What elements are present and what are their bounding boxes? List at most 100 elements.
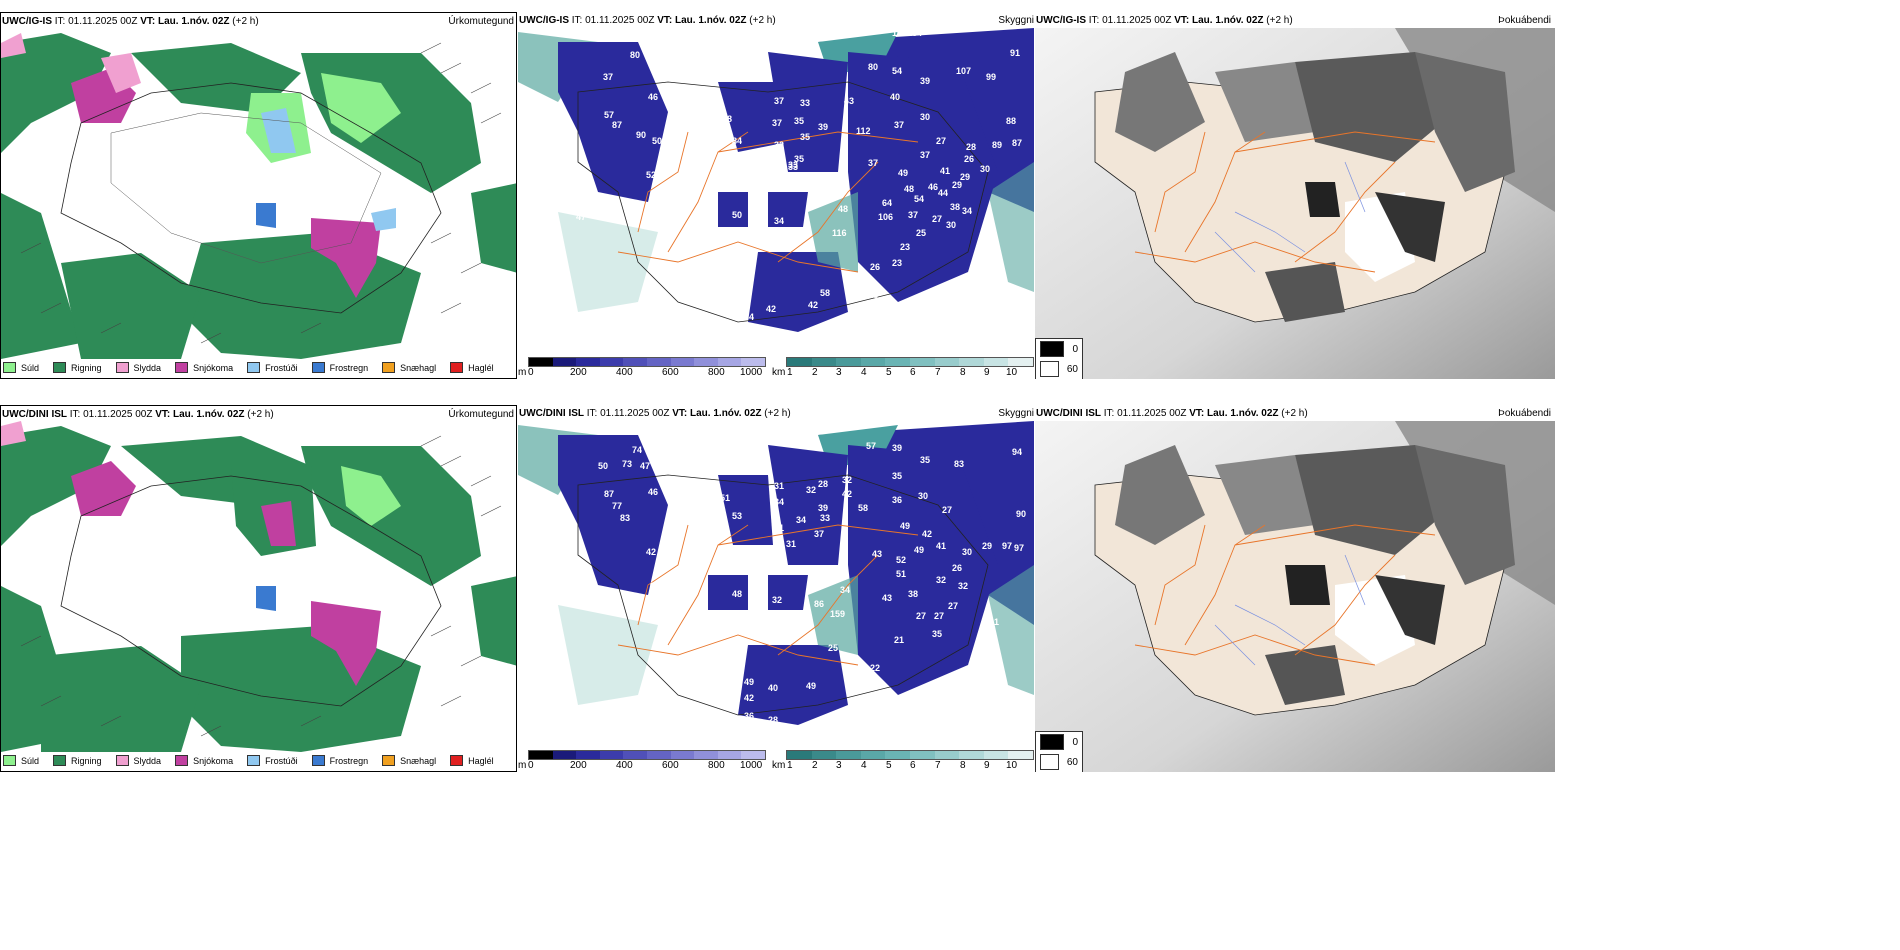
- vis-value: 28: [768, 715, 779, 725]
- fog-legend-row: 0: [1036, 339, 1082, 359]
- height-colorbar-gradient: [528, 357, 766, 367]
- vis-value: 32: [744, 328, 755, 338]
- vis-value: 33: [820, 513, 831, 523]
- vis-value: 35: [800, 132, 811, 142]
- panel-visibility-top: UWC/IG-IS IT: 01.11.2025 00Z VT: Lau. 1.…: [518, 12, 1034, 379]
- panel-title: UWC/DINI ISL IT: 01.11.2025 00Z VT: Lau.…: [1036, 408, 1308, 419]
- legend-swatch: [247, 362, 261, 373]
- legend-swatch: [3, 362, 16, 373]
- vis-value: 38: [950, 202, 961, 212]
- vis-value: 41: [940, 166, 951, 176]
- vis-value: 39: [818, 122, 829, 132]
- vis-value: 91: [1010, 48, 1021, 58]
- vis-value: 40: [768, 683, 779, 693]
- vis-value: 33: [788, 160, 799, 170]
- vis-value: 41: [670, 98, 681, 108]
- height-unit: m: [518, 760, 527, 771]
- vis-value: 55: [680, 575, 691, 585]
- legend-swatch: [53, 362, 67, 373]
- fog-legend: 0 60: [1035, 731, 1083, 772]
- panel-title: UWC/IG-IS IT: 01.11.2025 00Z VT: Lau. 1.…: [1036, 15, 1293, 26]
- vis-value: 90: [636, 130, 647, 140]
- vis-value: 35: [892, 471, 903, 481]
- vis-value: 31: [774, 523, 785, 533]
- vis-value: 52: [896, 555, 907, 565]
- vis-value: 42: [922, 529, 933, 539]
- height-tick: 800: [708, 367, 725, 378]
- vis-value: 50: [598, 461, 609, 471]
- height-tick: 400: [616, 367, 633, 378]
- vis-value: 159: [830, 609, 846, 619]
- fog-legend-swatch: [1040, 754, 1059, 770]
- vis-tick: 4: [861, 760, 867, 771]
- legend-item-rigning: Rigning: [53, 755, 102, 766]
- vis-value: 48: [732, 589, 743, 599]
- vis-value: 87: [1012, 138, 1023, 148]
- vis-value: 77: [612, 501, 623, 511]
- vis-value: 23: [892, 258, 903, 268]
- vis-value: 57: [866, 441, 877, 451]
- panel-field-name: Þokuábendi: [1498, 408, 1551, 419]
- vis-value: 37: [920, 150, 931, 160]
- vis-value: 88: [1006, 116, 1017, 126]
- vis-value: 27: [948, 601, 959, 611]
- vis-value: 46: [648, 487, 659, 497]
- vis-value: 35: [920, 455, 931, 465]
- precip-map: [1, 421, 516, 752]
- vis-value: 86: [814, 599, 825, 609]
- vis-value: 42: [660, 160, 671, 170]
- vis-value: 39: [920, 76, 931, 86]
- vis-value: 106: [878, 212, 894, 222]
- vis-value: 44: [938, 188, 949, 198]
- panel-title: UWC/IG-IS IT: 01.11.2025 00Z VT: Lau. 1.…: [2, 16, 259, 27]
- legend-swatch: [3, 755, 16, 766]
- vis-value: 37: [908, 210, 919, 220]
- visibility-colorbar: km 1 2 3 4 5 6 7 8 9 10: [772, 750, 1034, 772]
- vis-value: 83: [954, 459, 965, 469]
- visibility-colorbar-gradient: [786, 750, 1034, 760]
- panel-field-name: Úrkomutegund: [448, 409, 514, 420]
- vis-value: 41: [670, 491, 681, 501]
- vis-value: 58: [820, 288, 831, 298]
- vis-value: 80: [868, 62, 879, 72]
- height-tick: 600: [662, 760, 679, 771]
- height-tick: 200: [570, 367, 587, 378]
- vis-value: 36: [892, 495, 903, 505]
- vis-value: 37: [603, 72, 614, 82]
- panel-title: UWC/IG-IS IT: 01.11.2025 00Z VT: Lau. 1.…: [519, 15, 776, 26]
- vis-value: 37: [772, 118, 783, 128]
- height-unit: m: [518, 367, 527, 378]
- vis-value: 48: [904, 184, 915, 194]
- vis-value: 32: [772, 595, 783, 605]
- vis-value: 37: [868, 158, 879, 168]
- vis-tick: 2: [812, 760, 818, 771]
- vis-value: 27: [936, 136, 947, 146]
- height-tick: 1000: [740, 760, 763, 771]
- vis-value: 27: [942, 505, 953, 515]
- vis-value: 39: [818, 503, 829, 513]
- vis-tick: 2: [812, 367, 818, 378]
- vis-tick: 3: [836, 760, 842, 771]
- vis-value: 37: [894, 120, 905, 130]
- vis-value: 49: [914, 545, 925, 555]
- legend-swatch: [175, 755, 189, 766]
- vis-value: 89: [992, 140, 1003, 150]
- height-colorbar-gradient: [528, 750, 766, 760]
- precip-legend: Súld Rigning Slydda Snjókoma Frostúði Fr…: [3, 755, 508, 766]
- legend-item-snaehagl: Snæhagl: [382, 362, 436, 373]
- visibility-map: [518, 28, 1034, 348]
- visibility-map: [518, 421, 1034, 741]
- panel-title: UWC/DINI ISL IT: 01.11.2025 00Z VT: Lau.…: [519, 408, 791, 419]
- legend-swatch: [382, 362, 396, 373]
- vis-value: 30: [918, 491, 929, 501]
- fog-map: [1035, 28, 1555, 379]
- legend-item-snaehagl: Snæhagl: [382, 755, 436, 766]
- vis-value: 42: [646, 547, 657, 557]
- vis-value: 49: [806, 681, 817, 691]
- panel-field-name: Þokuábendi: [1498, 15, 1551, 26]
- height-tick: 1000: [740, 367, 763, 378]
- vis-tick: 7: [935, 367, 941, 378]
- height-tick: 400: [616, 760, 633, 771]
- vis-value: 58: [722, 114, 733, 124]
- height-tick: 0: [528, 760, 534, 771]
